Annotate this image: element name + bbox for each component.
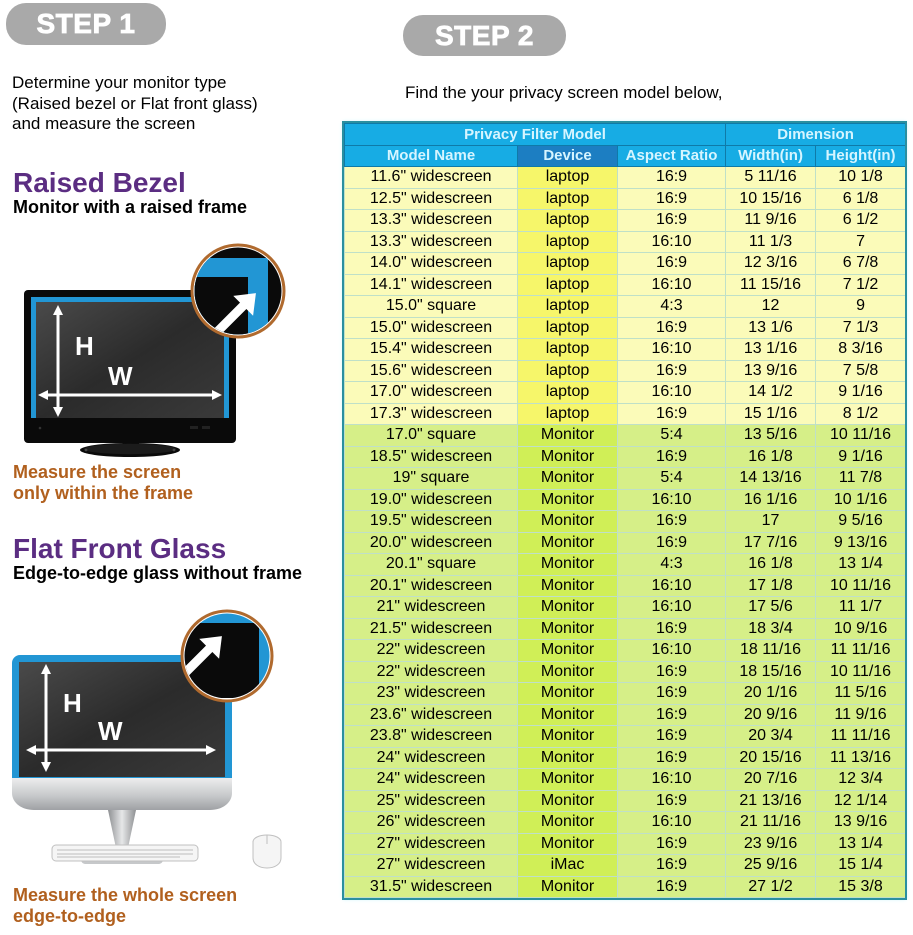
svg-text:H: H — [63, 688, 82, 718]
svg-text:H: H — [75, 331, 94, 361]
svg-text:W: W — [98, 716, 123, 746]
svg-text:W: W — [108, 361, 133, 391]
